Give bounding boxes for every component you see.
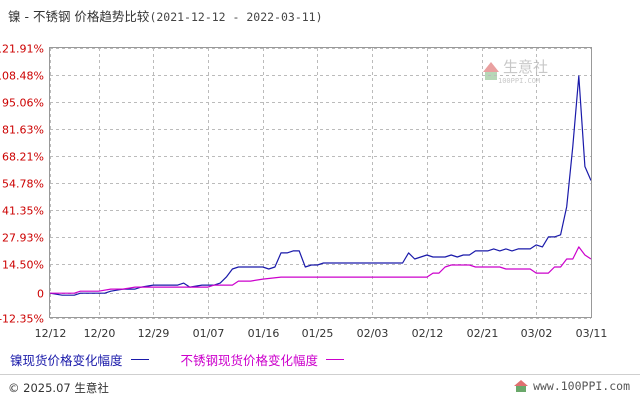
x-tick-label: 02/03	[357, 327, 389, 340]
x-tick-label: 01/25	[302, 327, 334, 340]
y-tick-label: 108.48%	[0, 70, 44, 83]
y-tick-label: 41.35%	[2, 205, 44, 218]
x-tick-label: 12/29	[138, 327, 170, 340]
watermark-en: 100PPI.COM	[498, 77, 540, 85]
series-lines	[49, 75, 592, 296]
y-tick-label: 95.06%	[2, 97, 44, 110]
x-tick-label: 12/20	[84, 327, 116, 340]
x-tick-label: 02/12	[412, 327, 444, 340]
y-tick-label: 14.50%	[2, 259, 44, 272]
watermark-house-icon	[483, 62, 499, 72]
legend-swatch-nickel	[130, 359, 149, 360]
plot-frame	[49, 47, 592, 318]
watermark-logo: 生意社 100PPI.COM	[483, 58, 548, 85]
chart-date-range: (2021-12-12 - 2022-03-11)	[149, 10, 323, 24]
footer-bar: © 2025.07 生意社 www.100PPI.com	[0, 374, 640, 401]
legend-label-nickel: 镍现货价格变化幅度	[10, 353, 123, 368]
x-tick-label: 03/02	[521, 327, 553, 340]
y-tick-label: 68.21%	[2, 151, 44, 164]
y-tick-label: 81.63%	[2, 124, 44, 137]
footer-site-text: www.100PPI.com	[533, 379, 630, 393]
series-line-nickel	[49, 75, 592, 296]
y-tick-label: 54.78%	[2, 178, 44, 191]
chart-legend: 镍现货价格变化幅度 不锈钢现货价格变化幅度	[10, 350, 372, 368]
grid-lines	[50, 48, 592, 319]
x-tick-label: 03/11	[576, 327, 608, 340]
y-tick-label: 27.93%	[2, 232, 44, 245]
legend-item-stainless: 不锈钢现货价格变化幅度	[181, 350, 345, 369]
legend-label-stainless: 不锈钢现货价格变化幅度	[180, 353, 319, 368]
x-tick-label: 12/12	[35, 327, 67, 340]
site-logo-icon	[514, 380, 529, 392]
series-line-stainless	[50, 246, 592, 294]
legend-item-nickel: 镍现货价格变化幅度	[10, 350, 149, 369]
price-trend-chart: 生意社 100PPI.COM 121.91% 108.48% 95.06% 81.63…	[0, 43, 608, 341]
footer-copyright: © 2025.07 生意社	[8, 381, 109, 395]
y-tick-label: 0	[37, 288, 44, 301]
y-tick-label: -12.35%	[0, 313, 44, 326]
x-tick-label: 01/07	[193, 327, 225, 340]
footer-site-link[interactable]: www.100PPI.com	[513, 379, 630, 393]
x-axis-ticks: 12/12 12/20 12/29 01/07 01/16 01/25 02/03 02/12…	[35, 327, 608, 340]
watermark-cn: 生意社	[503, 58, 548, 76]
chart-title: 镍 - 不锈钢 价格趋势比较(2021-12-12 - 2022-03-11)	[8, 6, 323, 25]
legend-swatch-stainless	[326, 359, 345, 360]
y-tick-label: 121.91%	[0, 43, 44, 56]
y-axis-ticks: 121.91% 108.48% 95.06% 81.63% 68.21% 54.78% 41…	[0, 43, 44, 326]
x-tick-label: 01/16	[248, 327, 280, 340]
chart-title-text: 镍 - 不锈钢 价格趋势比较	[8, 9, 150, 24]
x-tick-label: 02/21	[467, 327, 499, 340]
